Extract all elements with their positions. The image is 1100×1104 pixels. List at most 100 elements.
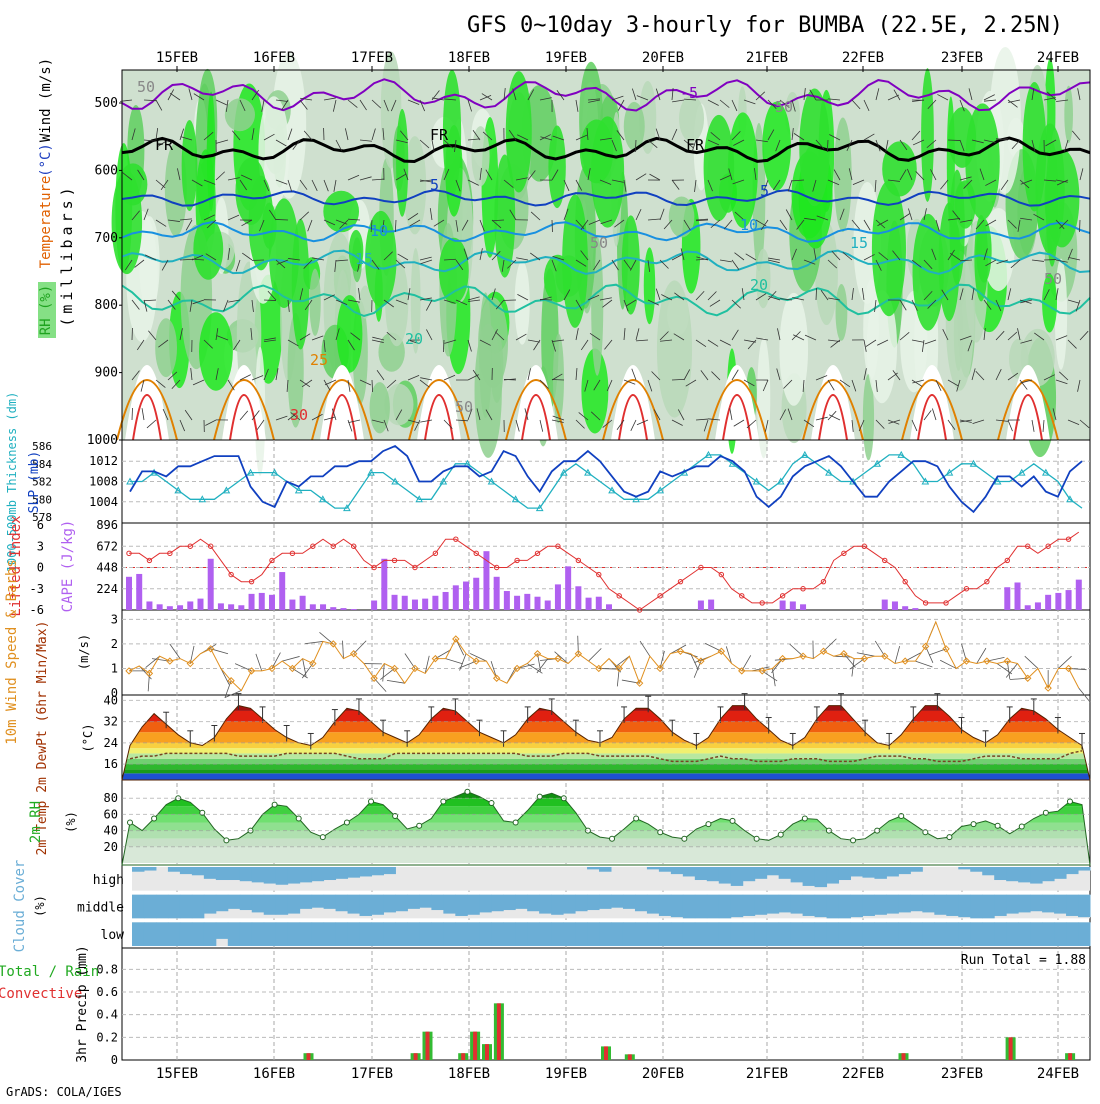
cloud-cell <box>958 922 970 946</box>
rh-marker <box>802 816 807 821</box>
cloud-cell <box>491 895 503 912</box>
cloud-cell <box>1066 922 1078 946</box>
cloud-cell <box>204 895 216 914</box>
cloud-cell <box>491 922 503 946</box>
cape-bar <box>708 600 714 610</box>
contour-label: 20 <box>405 330 423 348</box>
cloud-cell <box>300 895 312 909</box>
temp-band <box>122 769 1090 773</box>
precip-tick-label: 0.8 <box>96 962 118 976</box>
cape-bar <box>402 596 408 610</box>
upper-ylabel-wind: Wind (m/s) <box>38 58 54 142</box>
contour-label: 50 <box>1044 270 1062 288</box>
cloud-cell <box>731 867 743 886</box>
cape-bar <box>208 559 214 610</box>
wind10-tick-label: 2 <box>111 637 118 651</box>
cloud-cell <box>144 922 156 946</box>
cloud-cell <box>599 867 611 872</box>
rh-marker <box>610 836 615 841</box>
cloud-cell <box>252 922 264 946</box>
li-tick-label: -6 <box>30 603 44 617</box>
rh-high-patch <box>921 68 934 202</box>
cloud-cell <box>779 922 791 946</box>
rh-marker <box>417 823 422 828</box>
cape-tick-label: 896 <box>96 518 118 532</box>
cloud-cell <box>324 867 336 880</box>
cape-bar <box>698 601 704 610</box>
wind10-barb <box>640 641 650 656</box>
cloud-cell <box>360 922 372 946</box>
li-tick-label: 0 <box>37 561 44 575</box>
rh-marker <box>152 816 157 821</box>
rh-marker <box>489 801 494 806</box>
cloud-cell <box>851 895 863 917</box>
rh-marker <box>272 802 277 807</box>
rh-shade-patch <box>779 293 808 406</box>
rh-high-patch <box>1046 141 1058 267</box>
rh-marker <box>634 816 639 821</box>
temp-band <box>122 748 1090 753</box>
wind10-barb <box>1025 656 1038 668</box>
cloud-cell <box>264 895 276 915</box>
temp-band <box>122 773 1090 780</box>
cape-bar <box>310 604 316 610</box>
rh-tick-label: 60 <box>104 807 118 821</box>
cloud-cell <box>791 922 803 946</box>
cape-bar <box>494 577 500 610</box>
cloud-cell <box>851 922 863 946</box>
cloud-cell <box>1018 867 1030 882</box>
cape-bar <box>249 594 255 610</box>
cape-tick-label: 672 <box>96 539 118 553</box>
rh-shade-patch <box>337 295 363 373</box>
cloud-cell <box>383 922 395 946</box>
cloud-cell <box>372 922 384 946</box>
cloud-cell <box>587 867 599 869</box>
cape-bar <box>545 601 551 610</box>
rh-marker <box>995 823 1000 828</box>
precip-convective-bar <box>1009 1037 1013 1060</box>
cloud-cell <box>180 867 192 874</box>
cloud-cell <box>276 922 288 946</box>
cloud-cell <box>898 895 910 913</box>
precip-tick-label: 0.6 <box>96 985 118 999</box>
cape-bar <box>167 606 173 610</box>
rh-band <box>122 823 1090 831</box>
li-tick-label: 3 <box>37 539 44 553</box>
cloud-cell <box>192 867 204 875</box>
cloud-cell <box>839 895 851 919</box>
cloud-cell <box>1030 922 1042 946</box>
cloud-cell <box>252 895 264 913</box>
cloud-cell <box>336 867 348 879</box>
cape-bar <box>780 601 786 610</box>
cape-bar <box>514 596 520 610</box>
rh-marker <box>369 799 374 804</box>
cloud-cell <box>300 867 312 882</box>
cloud-cell <box>862 922 874 946</box>
wind10-barb <box>589 648 602 661</box>
footer-credit: GrADS: COLA/IGES <box>6 1085 122 1099</box>
cape-bar <box>606 604 612 610</box>
wind10-barb <box>762 671 777 681</box>
contour-label: 50 <box>137 78 155 96</box>
wind10-barb <box>282 656 299 661</box>
contour-label: 50 <box>455 398 473 416</box>
cloud-cell <box>874 895 886 915</box>
cloud-cell <box>635 922 647 946</box>
cloud-cell <box>886 895 898 914</box>
cape-bar <box>136 574 142 610</box>
cloud-cell <box>707 867 719 881</box>
cloud-cell <box>312 867 324 881</box>
contour-label: 15 <box>850 234 868 252</box>
temp-fill-group <box>122 695 1090 780</box>
rh-marker <box>465 789 470 794</box>
wind10-barb <box>387 680 405 683</box>
cloud-cell <box>324 895 336 909</box>
precip-convective-bar <box>628 1054 632 1060</box>
date-label-top: 20FEB <box>642 50 684 66</box>
cloud-cell <box>240 867 252 881</box>
precip-convective-bar <box>902 1053 906 1060</box>
cloud-cell <box>180 922 192 946</box>
rh-shade-patch <box>1064 86 1073 143</box>
cloud-cell <box>407 922 419 946</box>
date-label-bottom: 23FEB <box>941 1066 983 1082</box>
